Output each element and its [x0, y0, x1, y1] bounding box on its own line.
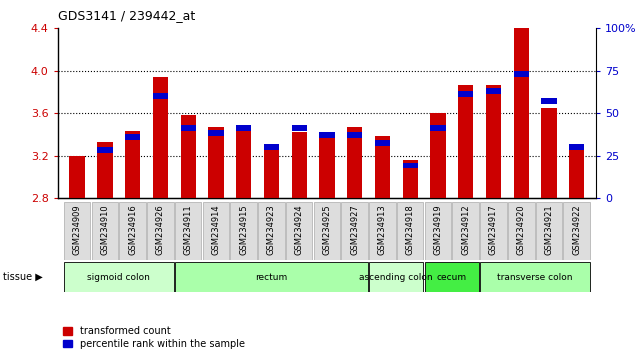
Bar	[563, 202, 590, 259]
Bar	[175, 202, 201, 259]
Bar	[369, 262, 424, 292]
Text: GSM234919: GSM234919	[433, 205, 442, 255]
Text: GSM234916: GSM234916	[128, 205, 137, 256]
Bar	[342, 202, 368, 259]
Text: GSM234914: GSM234914	[212, 205, 221, 255]
Text: ascending colon: ascending colon	[360, 273, 433, 281]
Bar	[403, 162, 418, 169]
Bar	[347, 132, 362, 138]
Bar	[97, 142, 113, 198]
Bar	[125, 134, 140, 139]
Bar	[208, 127, 224, 198]
Text: GSM234925: GSM234925	[322, 205, 331, 255]
Text: GSM234923: GSM234923	[267, 205, 276, 256]
Bar	[236, 127, 251, 198]
Bar	[97, 147, 113, 153]
Bar	[569, 147, 585, 198]
Bar	[508, 202, 535, 259]
Text: GDS3141 / 239442_at: GDS3141 / 239442_at	[58, 9, 195, 22]
Bar	[258, 202, 285, 259]
Bar	[181, 125, 196, 131]
Bar	[424, 202, 451, 259]
Bar	[458, 91, 473, 97]
Bar	[92, 202, 118, 259]
Bar	[453, 202, 479, 259]
Text: rectum: rectum	[255, 273, 288, 281]
Text: GSM234915: GSM234915	[239, 205, 248, 255]
Text: GSM234913: GSM234913	[378, 205, 387, 256]
Text: GSM234921: GSM234921	[544, 205, 553, 255]
Bar	[430, 125, 445, 131]
Bar	[480, 262, 590, 292]
Text: GSM234920: GSM234920	[517, 205, 526, 255]
Bar	[313, 202, 340, 259]
Bar	[319, 132, 335, 198]
Bar	[69, 198, 85, 204]
Bar	[513, 71, 529, 77]
Text: transverse colon: transverse colon	[497, 273, 573, 281]
Bar	[430, 113, 445, 198]
Bar	[263, 148, 279, 198]
Text: GSM234909: GSM234909	[72, 205, 81, 255]
Bar	[263, 144, 279, 150]
Bar	[424, 262, 479, 292]
Bar	[236, 125, 251, 131]
Bar	[569, 144, 585, 150]
Bar	[458, 85, 473, 198]
Bar	[175, 262, 368, 292]
Bar	[486, 85, 501, 198]
Text: GSM234910: GSM234910	[101, 205, 110, 255]
Bar	[203, 202, 229, 259]
Text: GSM234918: GSM234918	[406, 205, 415, 256]
Bar	[319, 132, 335, 138]
Bar	[541, 98, 556, 104]
Bar	[375, 141, 390, 146]
Text: GSM234922: GSM234922	[572, 205, 581, 255]
Bar	[181, 115, 196, 198]
Bar	[153, 77, 168, 198]
Bar	[369, 202, 395, 259]
Bar	[480, 202, 507, 259]
Bar	[147, 202, 174, 259]
Text: GSM234924: GSM234924	[295, 205, 304, 255]
Bar	[64, 262, 174, 292]
Text: GSM234926: GSM234926	[156, 205, 165, 256]
Bar	[513, 28, 529, 198]
Text: sigmoid colon: sigmoid colon	[87, 273, 150, 281]
Bar	[375, 136, 390, 198]
Text: GSM234927: GSM234927	[350, 205, 359, 256]
Legend: transformed count, percentile rank within the sample: transformed count, percentile rank withi…	[63, 326, 245, 349]
Bar	[286, 202, 312, 259]
Bar	[69, 156, 85, 198]
Text: GSM234917: GSM234917	[489, 205, 498, 256]
Bar	[153, 93, 168, 99]
Bar	[347, 127, 362, 198]
Bar	[397, 202, 424, 259]
Text: GSM234911: GSM234911	[183, 205, 193, 255]
Text: cecum: cecum	[437, 273, 467, 281]
Bar	[292, 132, 307, 198]
Bar	[208, 130, 224, 136]
Bar	[403, 160, 418, 198]
Bar	[64, 202, 90, 259]
Text: tissue ▶: tissue ▶	[3, 272, 43, 282]
Bar	[125, 131, 140, 198]
Bar	[536, 202, 562, 259]
Bar	[230, 202, 257, 259]
Bar	[486, 88, 501, 94]
Bar	[541, 108, 556, 198]
Text: GSM234912: GSM234912	[461, 205, 470, 255]
Bar	[119, 202, 146, 259]
Bar	[292, 125, 307, 131]
